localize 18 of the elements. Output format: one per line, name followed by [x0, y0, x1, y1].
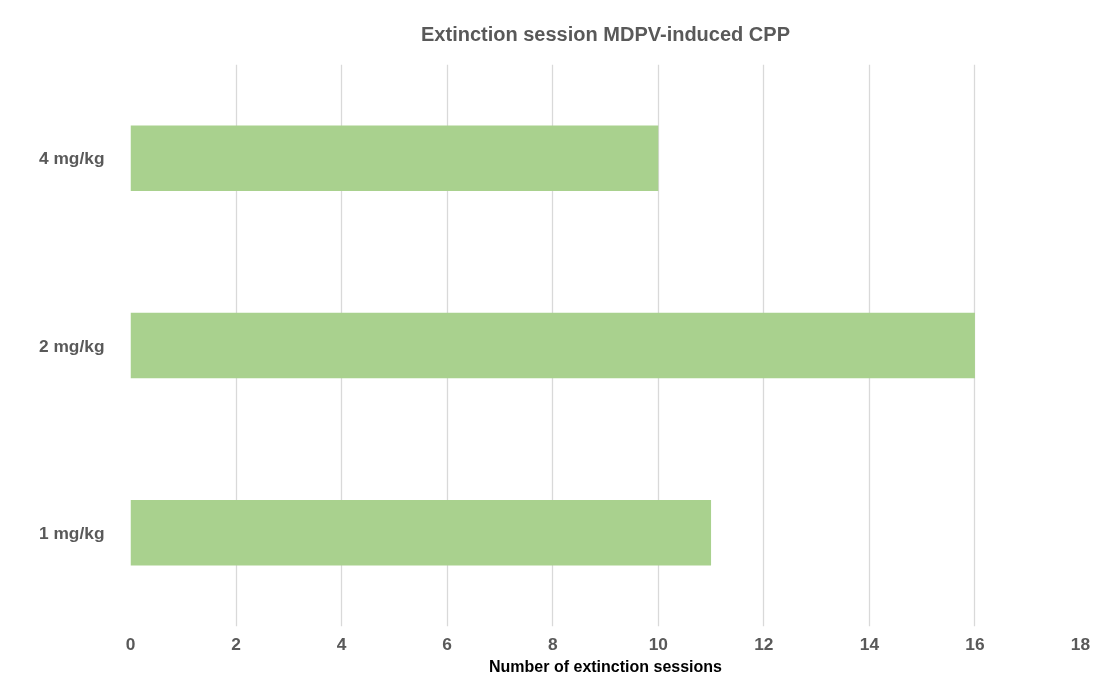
x-tick-label: 4 — [336, 633, 347, 654]
x-tick-label: 6 — [442, 633, 453, 654]
x-tick-label: 0 — [125, 633, 136, 654]
x-tick-label: 10 — [648, 633, 668, 654]
x-tick-label: 8 — [547, 633, 558, 654]
y-tick-label: 2 mg/kg — [39, 335, 105, 356]
bar — [130, 125, 659, 191]
x-tick-label: 14 — [859, 633, 880, 654]
y-tick-label: 4 mg/kg — [39, 148, 105, 169]
x-tick-label: 18 — [1070, 633, 1091, 654]
bar — [130, 312, 975, 379]
x-tick-label: 16 — [965, 633, 985, 654]
bar — [130, 500, 712, 566]
x-axis-title: Number of extinction sessions — [489, 657, 723, 675]
chart-title: Extinction session MDPV-induced CPP — [421, 22, 790, 45]
x-tick-label: 12 — [754, 633, 774, 654]
x-tick-label: 2 — [231, 633, 241, 654]
y-tick-label: 1 mg/kg — [39, 522, 105, 543]
